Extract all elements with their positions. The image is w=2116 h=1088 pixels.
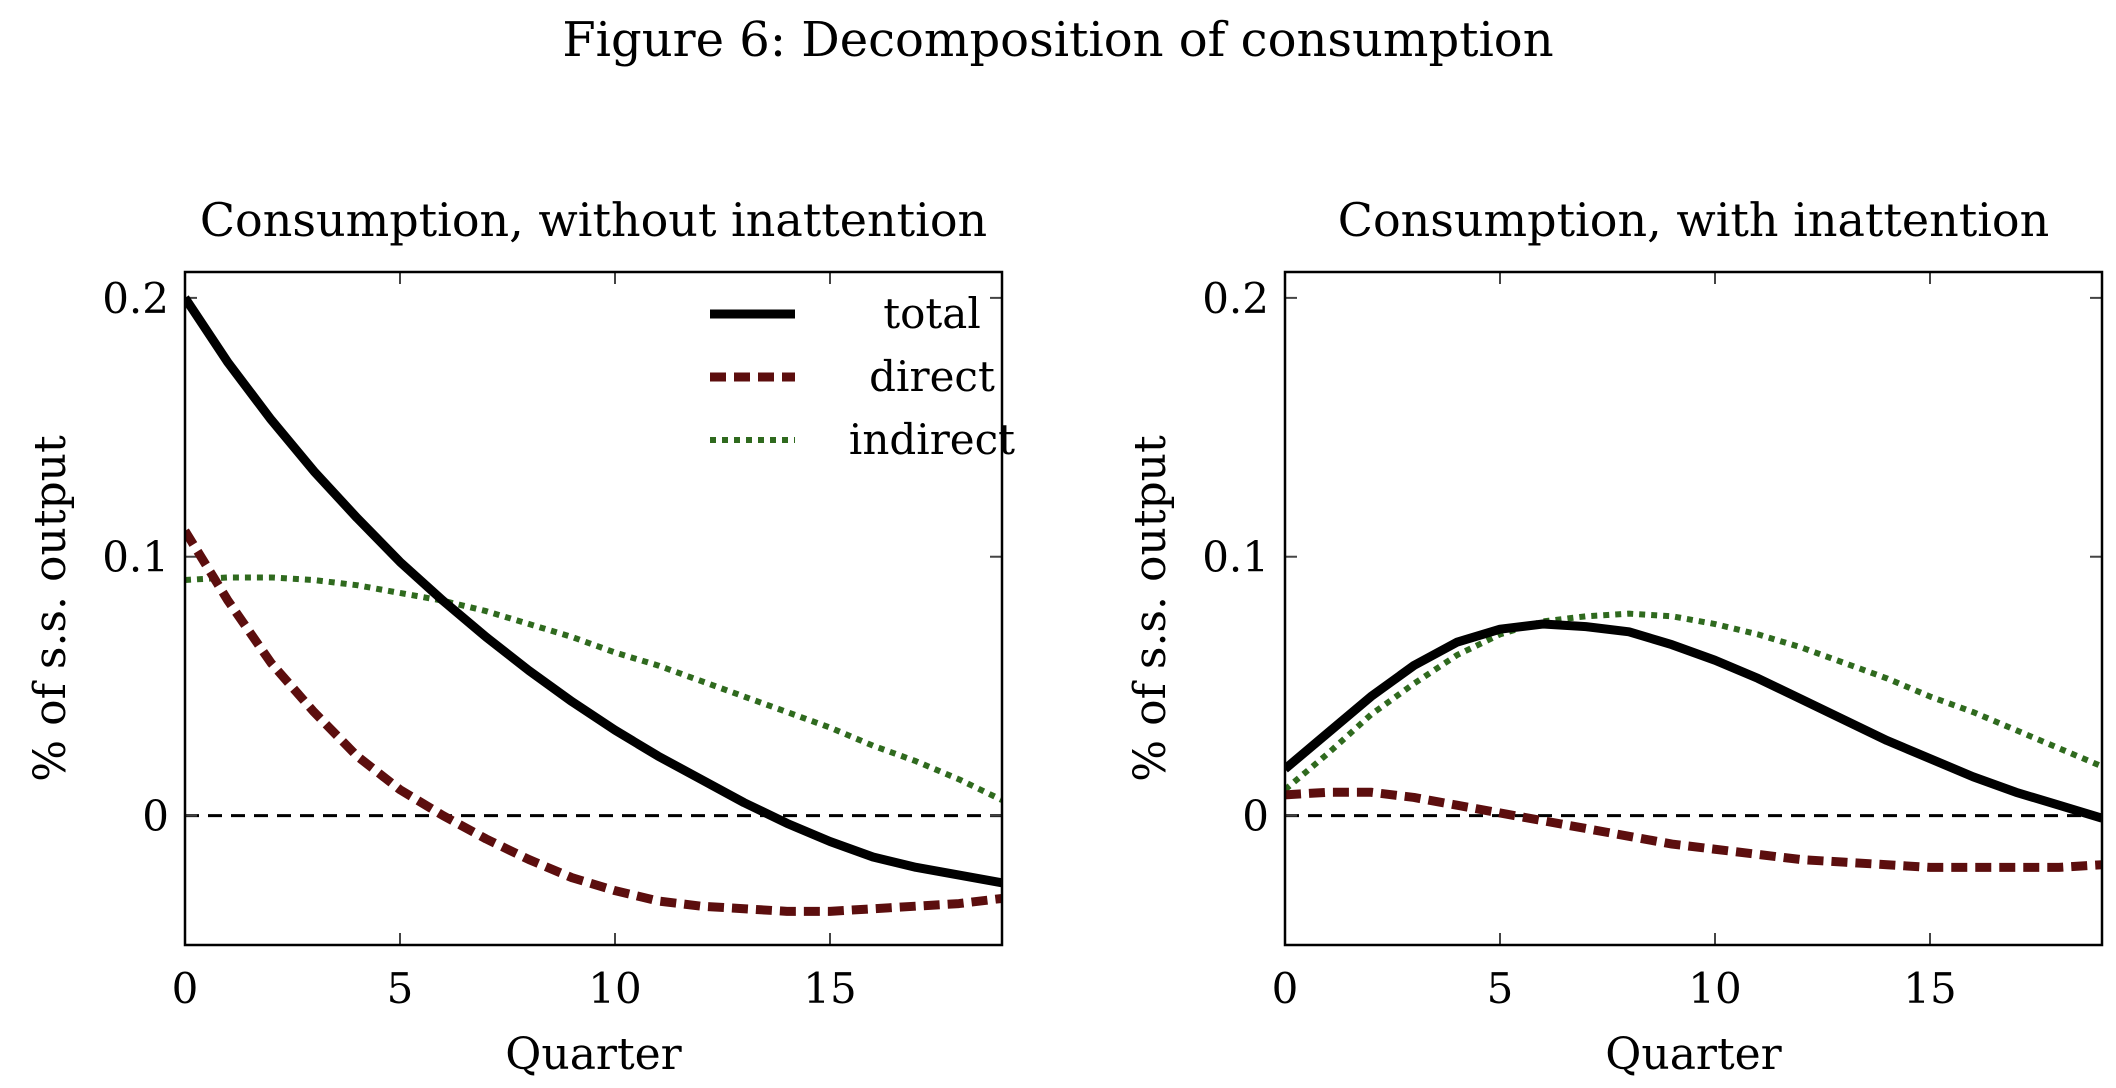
x-tick-label: 0 (172, 964, 199, 1013)
x-tick-label: 15 (803, 964, 856, 1013)
legend-label-total: total (883, 289, 981, 338)
x-tick-label: 5 (1487, 964, 1514, 1013)
x-tick-label: 0 (1272, 964, 1299, 1013)
y-tick-label: 0 (1242, 792, 1269, 841)
figure-title: Figure 6: Decomposition of consumption (562, 12, 1553, 68)
x-axis-label: Quarter (505, 1029, 682, 1080)
series-line-total (1285, 619, 2102, 823)
x-tick-label: 5 (387, 964, 414, 1013)
series-line-direct (185, 528, 1002, 916)
legend-label-direct: direct (869, 352, 995, 401)
y-tick-label: 0.2 (102, 274, 169, 323)
x-axis-label: Quarter (1605, 1029, 1782, 1080)
chart-panel-1: Consumption, with inattention 0 5 10 15 0 0.1 0… (1125, 193, 2104, 1080)
series-line-indirect (185, 574, 1002, 803)
y-tick-label: 0.2 (1202, 274, 1269, 323)
series-line-direct (1285, 787, 2102, 872)
panels: Consumption, without inattention 0 5 10 15 0 0… (25, 193, 2104, 1080)
legend-label-indirect: indirect (849, 415, 1015, 464)
plot-frame (1283, 270, 2104, 947)
y-tick-label: 0.1 (102, 533, 169, 582)
panel-title: Consumption, with inattention (1338, 193, 2050, 247)
plot-frame (183, 270, 1004, 947)
series-line-indirect (1285, 610, 2102, 792)
y-tick-label: 0.1 (1202, 533, 1269, 582)
chart-panel-0: Consumption, without inattention 0 5 10 15 0 0… (25, 193, 1015, 1080)
y-axis-label: % of s.s. output (25, 435, 76, 782)
y-tick-label: 0 (142, 792, 169, 841)
x-tick-label: 15 (1903, 964, 1956, 1013)
y-axis-label: % of s.s. output (1125, 435, 1176, 782)
legend: total direct indirect (710, 289, 1015, 464)
series-line-total (185, 295, 1002, 888)
x-tick-label: 10 (1688, 964, 1741, 1013)
x-tick-label: 10 (588, 964, 641, 1013)
panel-title: Consumption, without inattention (200, 193, 987, 247)
